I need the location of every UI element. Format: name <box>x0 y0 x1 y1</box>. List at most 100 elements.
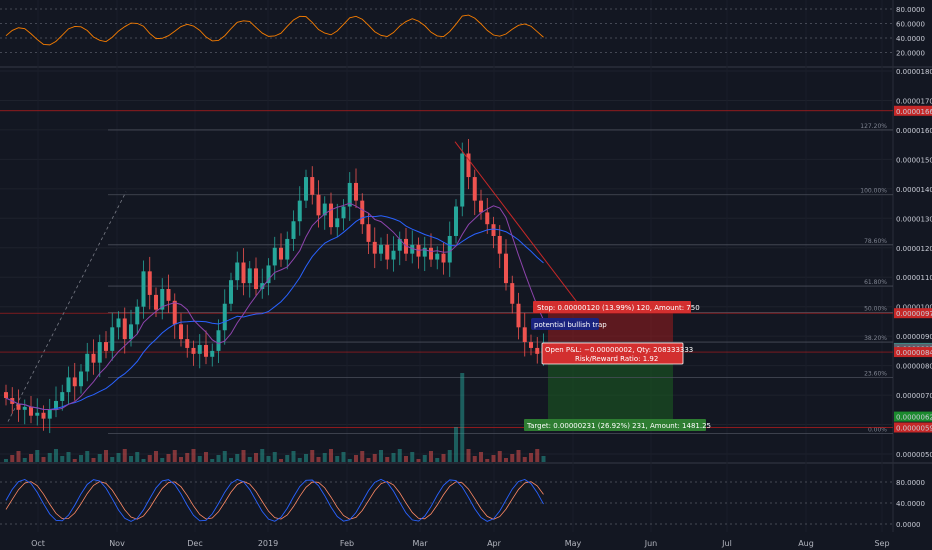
price-badge-bg <box>894 308 932 319</box>
volume-bar <box>454 427 458 462</box>
volume-bar <box>504 458 508 462</box>
volume-bar <box>497 451 502 462</box>
candle-body <box>422 247 427 257</box>
volume-bar <box>85 451 90 462</box>
trap-label: potential bullish trap <box>534 321 607 329</box>
candle-body <box>435 253 440 260</box>
x-axis-label: May <box>565 539 582 548</box>
candle-body <box>272 247 277 266</box>
target-zone[interactable] <box>548 355 673 427</box>
fib-label: 23.60% <box>864 370 887 377</box>
volume-bar <box>441 454 446 462</box>
volume-bar <box>272 452 277 462</box>
x-axis-label: Feb <box>340 539 354 548</box>
candle-body <box>185 339 190 348</box>
stop-annotation[interactable]: Stop: 0.00000120 (13.99%) 120, Amount: 7… <box>533 301 700 313</box>
volume-bar <box>122 449 127 462</box>
pnl-label-bg <box>541 342 684 365</box>
candle-body <box>279 247 283 260</box>
candle-body <box>147 271 152 295</box>
stop-label-bg <box>533 301 691 313</box>
volume-bar <box>335 456 340 462</box>
volume-bar <box>72 459 77 462</box>
candle-body <box>179 324 183 340</box>
volume-bar <box>10 455 15 462</box>
target-annotation[interactable]: Target: 0.00000231 (26.92%) 231, Amount:… <box>524 419 711 431</box>
candle-body <box>4 392 8 399</box>
price-badge-bg <box>894 411 932 422</box>
candle-body <box>241 262 246 284</box>
trendline <box>454 141 586 313</box>
candle-body <box>285 238 290 260</box>
trap-label-bg <box>531 318 599 330</box>
volume-bar <box>429 451 433 462</box>
candle-body <box>60 392 65 401</box>
volume-bar <box>66 452 71 462</box>
candle-body <box>460 153 465 207</box>
fib-label: 50.00% <box>864 306 887 313</box>
volume-bar <box>410 452 415 462</box>
volume-bar <box>135 452 140 462</box>
volume-bar <box>191 449 196 462</box>
candle-body <box>535 347 540 354</box>
volume-bar <box>172 450 177 462</box>
volume-bar <box>141 459 146 462</box>
candle-body <box>22 406 27 410</box>
candle-body <box>335 218 340 228</box>
price-badge-bg <box>894 347 932 358</box>
candle-body <box>141 271 146 307</box>
pnl-annotation[interactable]: Open P&L: −0.00000002, Qty: 208333333 Ri… <box>541 342 693 365</box>
candle-body <box>66 377 71 393</box>
volume-bar <box>110 457 115 462</box>
x-axis-label: Dec <box>187 539 202 548</box>
candle-body <box>485 212 490 225</box>
target-label-bg <box>524 419 706 431</box>
candle-body <box>104 342 108 351</box>
price-badge-label: 0.00000627 <box>896 414 932 422</box>
candle-body <box>391 250 396 260</box>
volume-bar <box>372 454 377 462</box>
volume-bar <box>154 451 158 462</box>
trap-annotation[interactable]: potential bullish trap <box>531 318 607 330</box>
volume-bar <box>79 455 83 462</box>
candle-body <box>91 353 96 363</box>
candle-body <box>116 318 121 328</box>
volume-bar <box>210 459 215 462</box>
volume-bar <box>354 455 358 462</box>
volume-bar <box>104 450 108 462</box>
candle-body <box>372 241 377 254</box>
x-axis-label: Aug <box>798 539 814 548</box>
candle-body <box>454 206 458 236</box>
candle-body <box>354 182 358 201</box>
volume-bar <box>222 451 227 462</box>
volume-bar <box>447 450 452 462</box>
volume-bar <box>35 450 40 462</box>
volume-bar <box>229 458 233 462</box>
pnl-label-line2: Risk/Reward Ratio: 1.92 <box>575 355 658 363</box>
candle-body <box>122 318 127 340</box>
candle-body <box>360 200 365 225</box>
price-badge-label: 0.00000978 <box>896 310 932 318</box>
fib-label: 78.60% <box>864 238 887 245</box>
candle-body <box>97 342 102 363</box>
x-axis-label: Sep <box>874 539 889 548</box>
volume-bar <box>29 454 33 462</box>
candle-body <box>322 203 327 216</box>
rsi-line <box>5 14 544 46</box>
volume-bar <box>529 453 533 462</box>
stoch-pane <box>0 478 893 525</box>
rsi-tick-label: 80.0000 <box>896 6 925 14</box>
rsi-tick-label: 60.0000 <box>896 21 925 29</box>
pnl-label-line1: Open P&L: −0.00000002, Qty: 208333333 <box>545 346 693 354</box>
volume-bar <box>404 456 408 462</box>
volume-bar <box>472 456 477 462</box>
volume-bar <box>522 457 527 462</box>
candle-body <box>516 303 521 328</box>
axes: 0.000005000.000006000.000007000.00000800… <box>31 6 932 548</box>
